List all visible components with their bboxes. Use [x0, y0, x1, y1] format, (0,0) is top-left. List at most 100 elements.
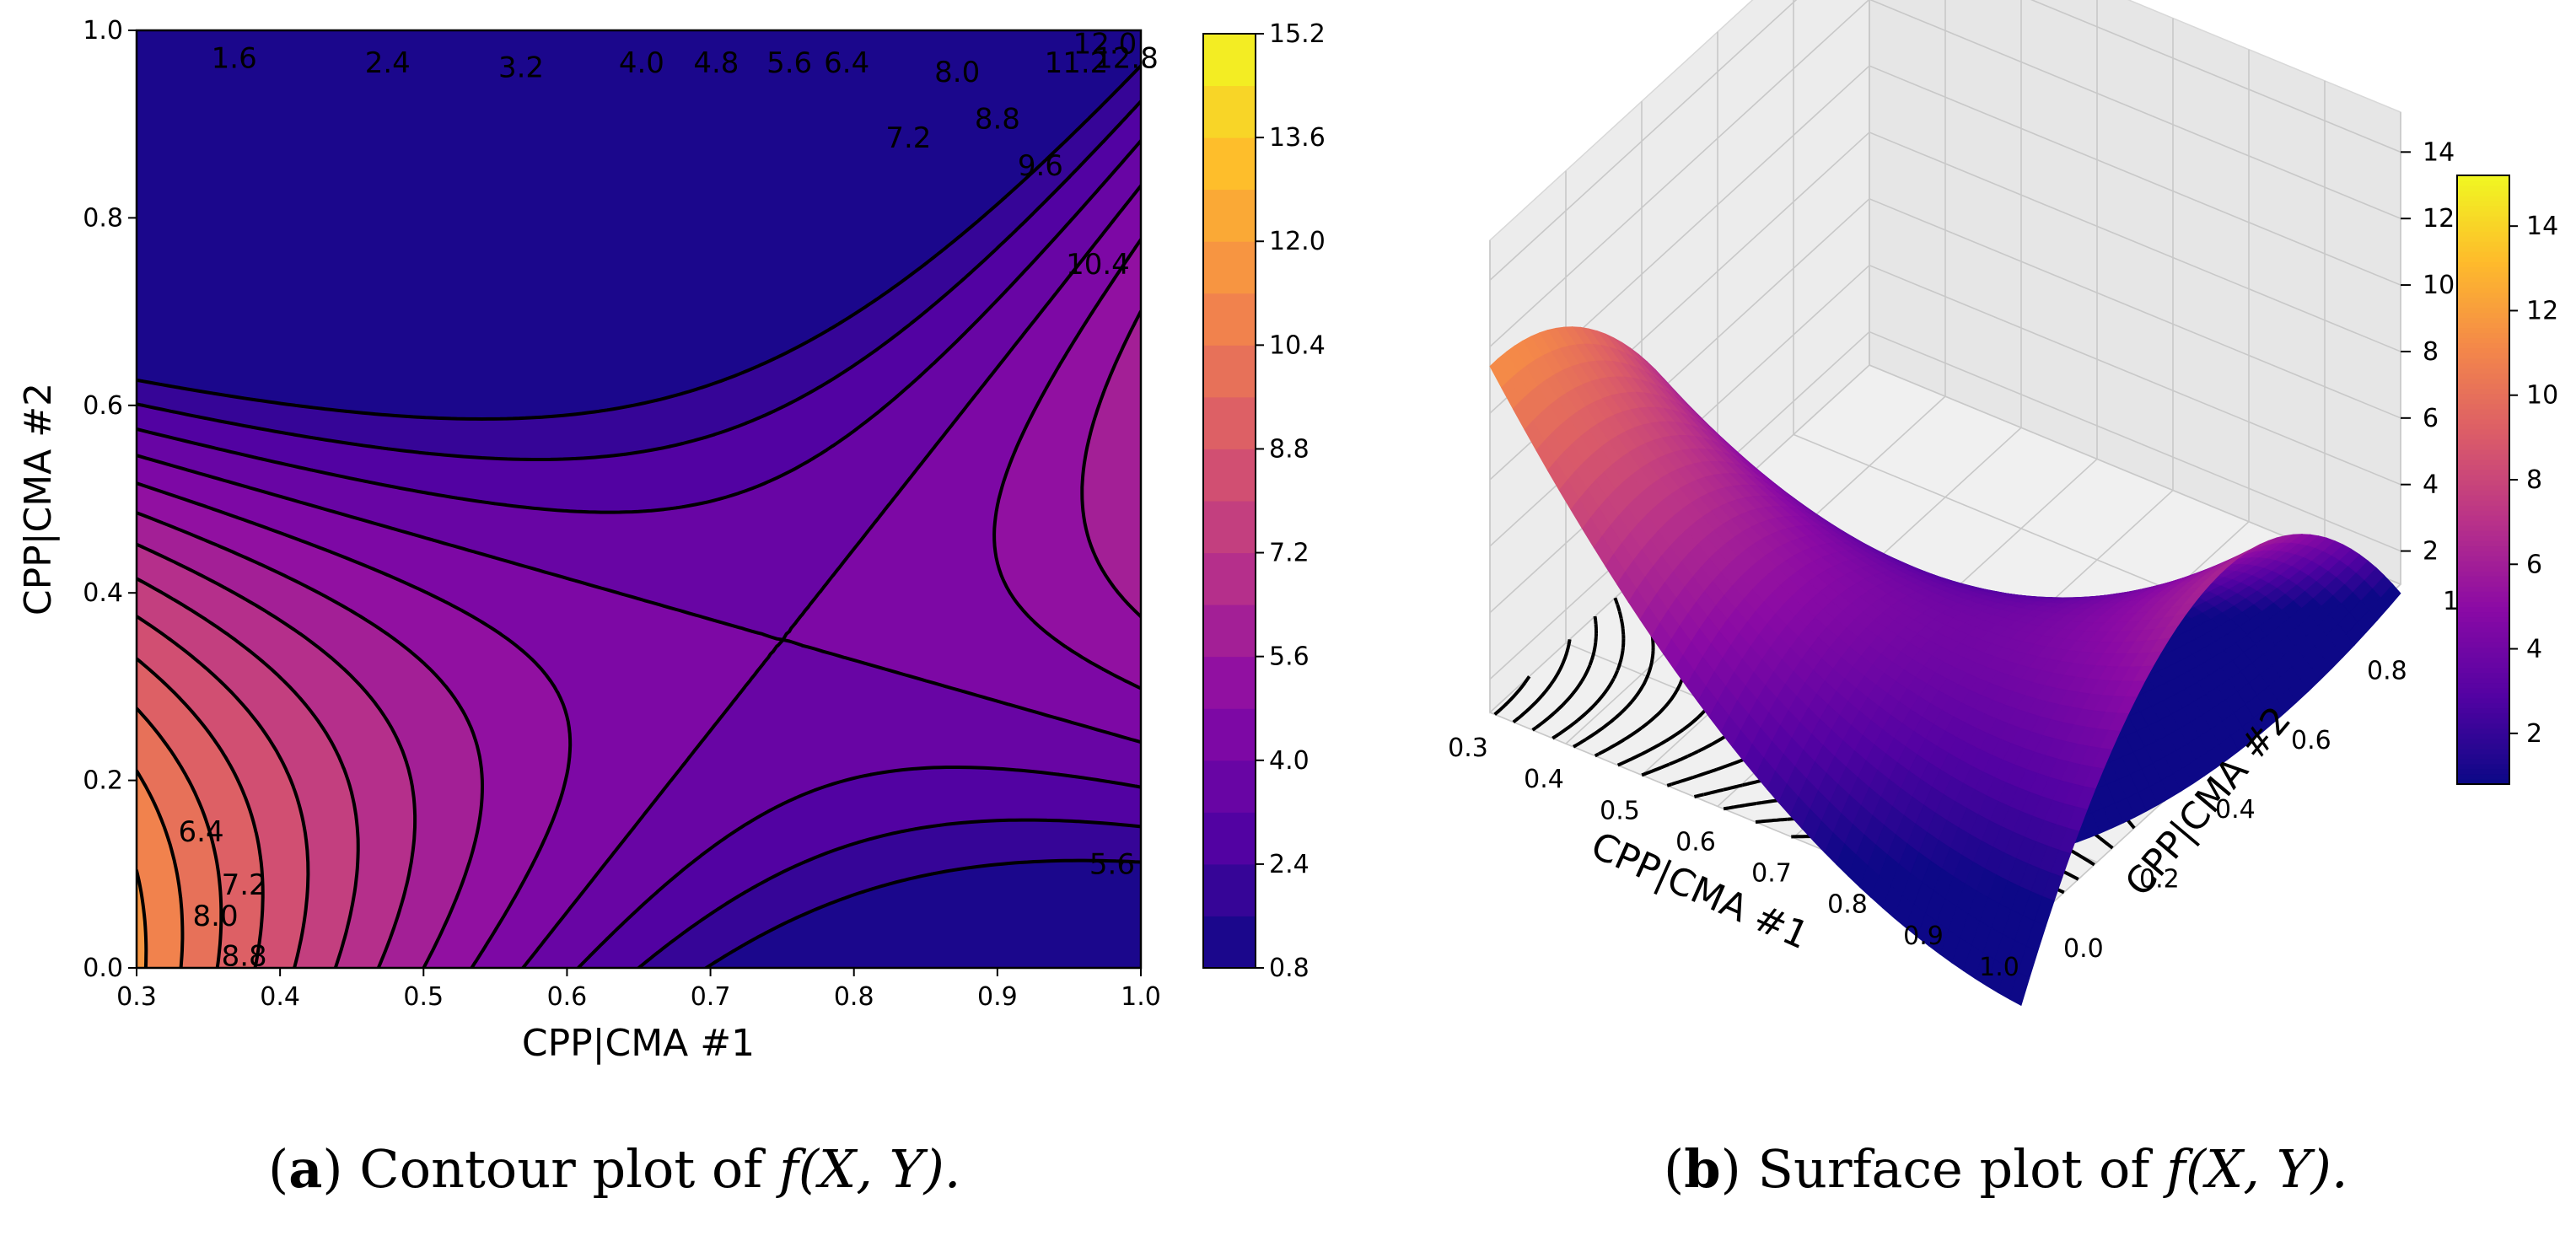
contour-cell: [140, 128, 144, 132]
contour-cell: [140, 627, 144, 631]
contour-cell: [140, 624, 144, 628]
contour-cell: [140, 651, 144, 655]
contour-cell: [140, 84, 144, 89]
contour-cell: [140, 415, 144, 419]
contour-cell: [140, 728, 144, 733]
contour-cell: [140, 196, 144, 200]
contour-cell: [140, 587, 144, 591]
contour-cell: [140, 108, 144, 112]
contour-cell: [140, 786, 144, 790]
contour-cell: [140, 492, 144, 497]
contour-cell: [143, 57, 148, 62]
contour-cell: [140, 762, 144, 766]
contour-cell: [140, 189, 144, 193]
contour-cell: [140, 948, 144, 952]
contour-cell: [143, 51, 148, 55]
contour-cell: [140, 597, 144, 601]
contour-cell: [140, 954, 144, 959]
contour-cell: [140, 148, 144, 153]
contour-cell: [140, 560, 144, 564]
contour-cell: [140, 44, 144, 48]
contour-cell: [143, 67, 148, 72]
contour-panel: 1.6 2.4 3.2 4.0 4.8 5.6 6.47.28.08.89.610.411.…: [17, 16, 1326, 1065]
contour-cell: [140, 159, 144, 163]
contour-cell: [140, 681, 144, 685]
contour-cell: [140, 118, 144, 122]
contour-cell: [140, 354, 144, 358]
contour-cell: [140, 634, 144, 638]
contour-cell: [143, 61, 148, 65]
contour-cell: [140, 604, 144, 608]
contour-cell: [143, 44, 148, 48]
contour-cell: [140, 745, 144, 750]
contour-cell: [140, 742, 144, 746]
contour-cell: [140, 371, 144, 375]
contour-cell: [140, 71, 144, 75]
contour-cell: [140, 384, 144, 389]
contour-cell: [140, 307, 144, 311]
contour-cell: [140, 766, 144, 770]
contour-cell: [140, 212, 144, 217]
contour-cell: [140, 422, 144, 426]
contour-cell: [140, 233, 144, 237]
contour-cell: [140, 931, 144, 935]
contour-cell: [140, 310, 144, 314]
contour-cell: [140, 843, 144, 847]
contour-cell: [140, 330, 144, 335]
contour-cell: [140, 361, 144, 365]
contour-cell: [140, 101, 144, 105]
contour-cell: [140, 115, 144, 119]
contour-cell: [140, 600, 144, 605]
contour-cell: [140, 934, 144, 938]
contour-cell: [140, 803, 144, 807]
contour-cell: [140, 644, 144, 648]
contour-cell: [140, 553, 144, 557]
contour-cell: [140, 169, 144, 173]
contour-cell: [140, 273, 144, 277]
contour-cell: [140, 357, 144, 362]
contour-cell: [140, 317, 144, 321]
contour-cell: [140, 556, 144, 561]
contour-cell: [140, 526, 144, 530]
contour-cell: [140, 78, 144, 82]
contour-cell: [140, 395, 144, 399]
contour-cell: [140, 280, 144, 284]
contour-cell: [140, 64, 144, 68]
contour-cell: [140, 732, 144, 736]
contour-cell: [140, 573, 144, 578]
contour-cell: [140, 789, 144, 793]
contour-cell: [140, 162, 144, 166]
contour-cell: [140, 533, 144, 537]
contour-cell: [140, 179, 144, 183]
contour-cell: [140, 607, 144, 611]
contour-cell: [140, 472, 144, 476]
contour-cell: [140, 496, 144, 500]
contour-cell: [140, 813, 144, 817]
contour-cell: [140, 759, 144, 763]
contour-cell: [140, 290, 144, 294]
contour-cell: [140, 873, 144, 878]
contour-cell: [140, 610, 144, 615]
contour-cell: [140, 40, 144, 45]
contour-cell: [140, 739, 144, 743]
contour-cell: [140, 155, 144, 159]
contour-cell: [140, 216, 144, 220]
contour-cell: [140, 489, 144, 493]
contour-cell: [140, 98, 144, 102]
contour-cell: [140, 283, 144, 288]
contour-cell: [140, 445, 144, 449]
contour-cell: [140, 671, 144, 675]
contour-cell: [140, 67, 144, 72]
contour-cell: [140, 961, 144, 965]
contour-cell: [140, 287, 144, 291]
contour-cell: [140, 229, 144, 234]
contour-cell: [140, 320, 144, 325]
contour-cell: [140, 820, 144, 824]
contour-cell: [140, 88, 144, 92]
contour-cell: [140, 502, 144, 507]
contour-cell: [140, 674, 144, 679]
contour-cell: [140, 529, 144, 534]
contour-cell: [140, 243, 144, 247]
contour-cell: [140, 54, 144, 58]
contour-cell: [140, 799, 144, 803]
